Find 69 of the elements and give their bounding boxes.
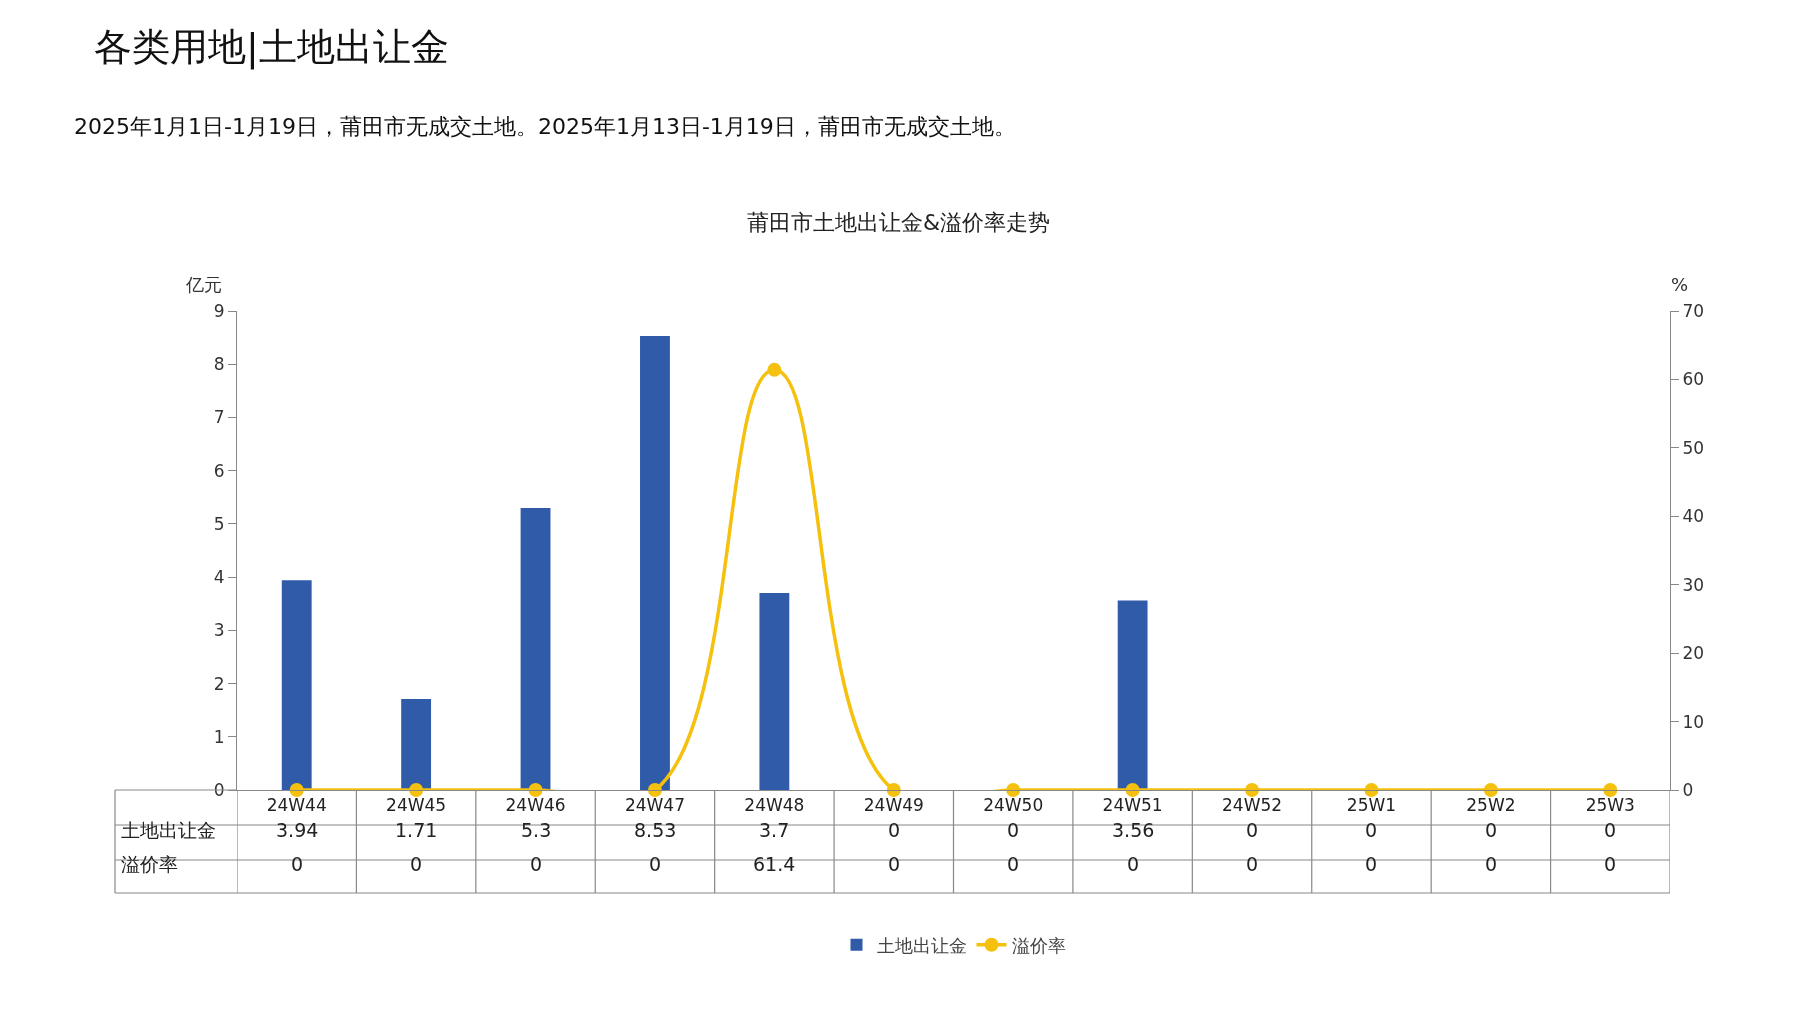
y-tick-label: 8 [213, 354, 225, 375]
y-tick-label: 2 [213, 673, 225, 694]
y2-tick-label: 40 [1682, 506, 1705, 527]
x-tick-label: 24W52 [1222, 795, 1283, 816]
data-label: 3.7 [759, 819, 790, 841]
data-label: 5.3 [521, 819, 552, 841]
data-label: 0 [1007, 819, 1020, 841]
data-label: 0 [649, 853, 662, 875]
data-label: 0 [1007, 853, 1020, 875]
y2-tick-label: 50 [1682, 437, 1705, 458]
x-tick-label: 25W1 [1346, 795, 1397, 816]
text: 各类用地|土地出让金 [94, 25, 449, 70]
data-label: 0 [888, 819, 901, 841]
y2-tick-label: 0 [1682, 779, 1694, 800]
y-tick-label: 5 [213, 513, 225, 534]
x-tick-label: 24W48 [744, 795, 805, 816]
y2-tick-label: 30 [1682, 574, 1705, 595]
bar [520, 507, 551, 790]
data-label: 0 [888, 853, 901, 875]
data-label: 0 [1246, 819, 1259, 841]
x-tick-label: 24W51 [1102, 795, 1163, 816]
data-label: 0 [291, 853, 304, 875]
bar [281, 580, 312, 790]
data-label: 3.56 [1112, 819, 1155, 841]
y-tick-label: 7 [213, 407, 225, 428]
data-label: 0 [410, 853, 423, 875]
chart-subtitle: 2025年1月1日-1月19日，莆田市无成交土地。2025年1月13日-1月19日，莆田市无成交土地。 [74, 114, 1016, 139]
x-tick-label: 25W2 [1466, 795, 1516, 816]
y-tick-label: 4 [213, 567, 225, 588]
data-label: 0 [1485, 819, 1498, 841]
bar [640, 336, 670, 790]
y-tick-label: 3 [213, 620, 225, 641]
text: 土地出让金 [121, 819, 216, 841]
data-label: 0 [1485, 853, 1498, 875]
y2-axis-title: % [1671, 274, 1689, 295]
x-tick-label: 24W45 [386, 795, 447, 816]
x-tick-label: 24W49 [863, 795, 924, 816]
data-label: 0 [1365, 853, 1378, 875]
data-label: 8.53 [634, 819, 677, 841]
bar [401, 698, 432, 790]
data-label: 0 [1246, 853, 1259, 875]
legend-label: 土地出让金 [876, 934, 967, 956]
y-tick-label: 6 [213, 460, 225, 481]
x-tick-label: 24W50 [983, 795, 1044, 816]
x-tick-label: 24W47 [624, 795, 685, 816]
y-tick-label: 0 [213, 779, 225, 800]
bar [759, 593, 790, 790]
data-label: 0 [530, 853, 543, 875]
y2-tick-label: 20 [1682, 643, 1705, 664]
bar [1117, 600, 1148, 790]
y-axis-title: 亿元 [185, 274, 222, 295]
x-tick-label: 24W46 [505, 795, 566, 816]
y2-tick-label: 70 [1682, 300, 1705, 321]
data-label: 0 [1604, 819, 1617, 841]
legend-label: 溢价率 [1011, 934, 1066, 956]
data-label: 0 [1365, 819, 1378, 841]
data-label: 3.94 [276, 819, 319, 841]
x-tick-label: 25W3 [1585, 795, 1635, 816]
data-label: 1.71 [395, 819, 438, 841]
data-label: 61.4 [753, 853, 796, 875]
y2-tick-label: 10 [1682, 711, 1705, 732]
y-tick-label: 9 [213, 300, 225, 321]
chart-title: 莆田市土地出让金&溢价率走势 [746, 209, 1051, 235]
data-label: 0 [1604, 853, 1617, 875]
text: 溢价率 [121, 853, 178, 875]
data-label: 0 [1127, 853, 1140, 875]
x-tick-label: 24W44 [266, 795, 327, 816]
y2-tick-label: 60 [1682, 369, 1705, 390]
y-tick-label: 1 [213, 726, 225, 747]
